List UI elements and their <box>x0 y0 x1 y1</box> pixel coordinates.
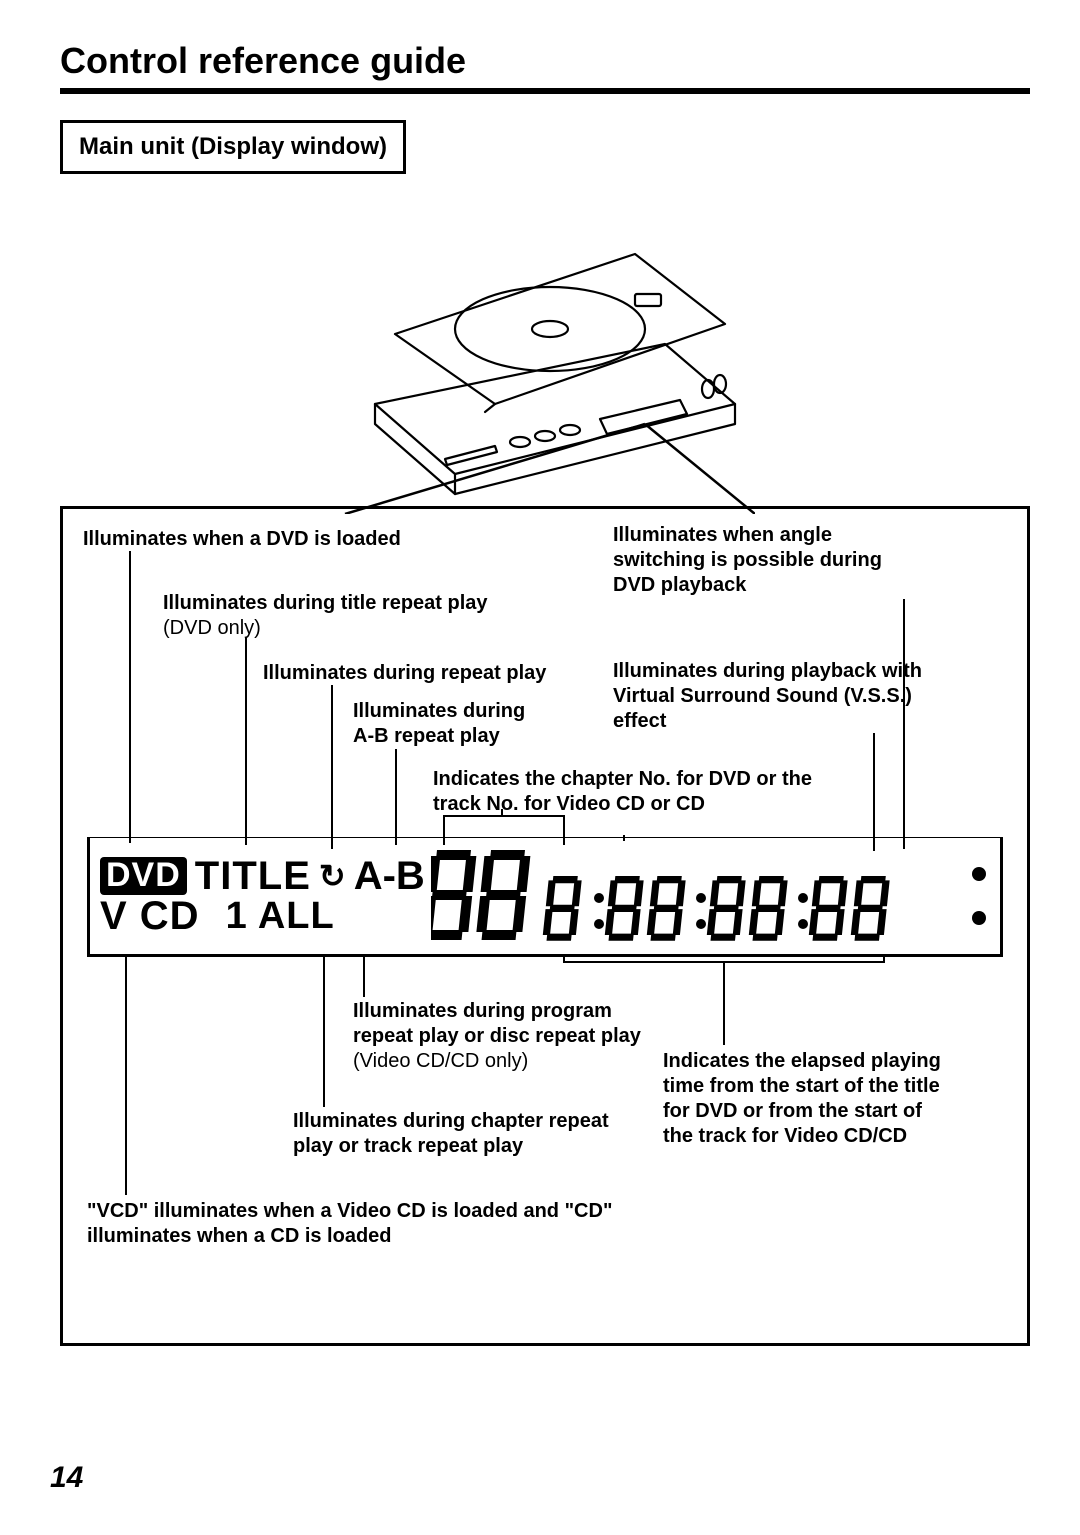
callout-repeat-play: Illuminates during repeat play <box>263 661 593 686</box>
leader <box>623 835 625 841</box>
leader <box>873 733 875 851</box>
leader <box>883 957 885 963</box>
seven-segment-readout <box>431 846 966 946</box>
page-title: Control reference guide <box>60 40 1030 82</box>
leader <box>245 637 247 845</box>
leader <box>331 685 333 849</box>
page-number: 14 <box>50 1461 83 1495</box>
callout-program-repeat: Illuminates during program repeat play o… <box>353 999 673 1074</box>
callout-elapsed-time: Indicates the elapsed playing time from … <box>663 1049 943 1149</box>
callout-chapter-no: Indicates the chapter No. for DVD or the… <box>433 767 853 817</box>
display-diagram-frame: Illuminates when a DVD is loaded Illumin… <box>60 506 1030 1346</box>
device-illustration <box>335 214 755 514</box>
repeat-icon: ↻ <box>319 860 346 892</box>
leader <box>563 957 565 963</box>
display-panel: DVD TITLE ↻ A-B V CD 1 ALL <box>87 837 1003 957</box>
leader <box>443 815 563 817</box>
leader <box>395 749 397 845</box>
display-indicator-dots <box>972 867 986 925</box>
callout-vss: Illuminates during playback with Virtual… <box>613 659 933 734</box>
leader <box>723 961 725 1045</box>
display-one-all-label: 1 ALL <box>226 897 335 935</box>
display-title-label: TITLE <box>195 856 311 896</box>
dvd-badge: DVD <box>100 857 187 894</box>
leader <box>125 957 127 1195</box>
callout-vcd-cd: "VCD" illuminates when a Video CD is loa… <box>87 1199 647 1249</box>
display-ab-label: A-B <box>354 856 425 896</box>
callout-chapter-repeat: Illuminates during chapter repeat play o… <box>293 1109 653 1159</box>
display-vcd-label: V CD <box>100 896 200 936</box>
section-box-label: Main unit (Display window) <box>60 120 406 174</box>
title-rule <box>60 88 1030 94</box>
callout-dvd-loaded: Illuminates when a DVD is loaded <box>83 527 513 552</box>
leader <box>129 551 131 843</box>
callout-title-repeat: Illuminates during title repeat play (DV… <box>163 591 583 641</box>
leader <box>903 599 905 849</box>
callout-angle: Illuminates when angle switching is poss… <box>613 523 923 598</box>
leader <box>363 957 365 997</box>
callout-ab-repeat: Illuminates during A-B repeat play <box>353 699 593 749</box>
leader <box>501 809 503 817</box>
leader <box>323 957 325 1107</box>
